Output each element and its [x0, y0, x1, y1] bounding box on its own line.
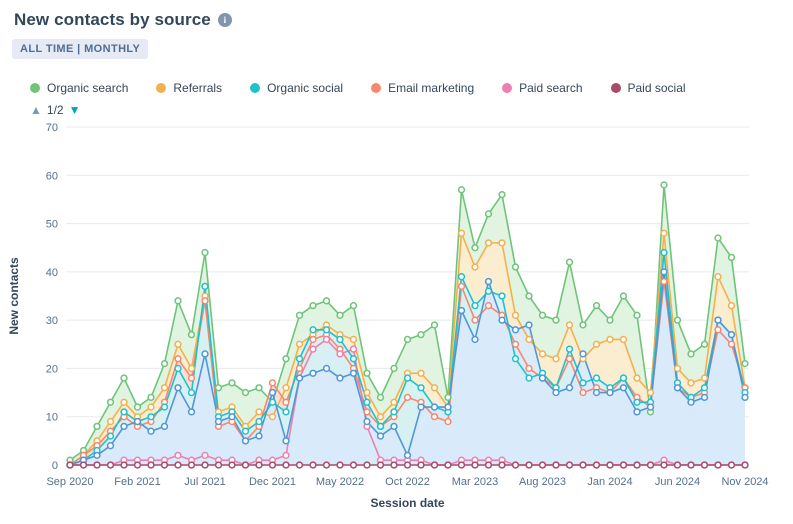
legend-dot [30, 83, 40, 93]
markers-paid-social [66, 461, 749, 469]
markers-organic-search [66, 181, 749, 464]
legend-item-organic-social[interactable]: Organic social [250, 81, 343, 95]
legend-item-paid-search[interactable]: Paid search [502, 81, 583, 95]
svg-text:Jan 2024: Jan 2024 [587, 476, 632, 488]
svg-text:30: 30 [46, 315, 58, 327]
legend-page-up-icon[interactable]: ▲ [30, 103, 42, 117]
legend-label: Email marketing [388, 81, 475, 95]
svg-text:20: 20 [46, 363, 58, 375]
x-axis: Sep 2020 Feb 2021 Jul 2021 Dec 2021 May 2022… [46, 476, 768, 488]
svg-text:Jul 2021: Jul 2021 [184, 476, 226, 488]
legend-item-organic-search[interactable]: Organic search [30, 81, 128, 95]
svg-text:10: 10 [46, 412, 58, 424]
legend-label: Paid search [519, 81, 583, 95]
legend-label: Referrals [173, 81, 223, 95]
report-header: New contacts by source i [14, 10, 232, 30]
page-title: New contacts by source [14, 10, 211, 29]
svg-text:Sep 2020: Sep 2020 [46, 476, 93, 488]
legend-dot [502, 83, 513, 93]
legend-label: Organic search [47, 81, 129, 95]
legend-dot [250, 83, 261, 93]
svg-text:Dec 2021: Dec 2021 [249, 476, 296, 488]
legend-label: Paid social [627, 81, 686, 95]
svg-text:Feb 2021: Feb 2021 [114, 476, 160, 488]
legend-page-indicator: 1/2 [46, 103, 64, 117]
legend-dot [156, 83, 167, 93]
svg-text:60: 60 [46, 170, 58, 182]
legend-page-down-icon[interactable]: ▼ [68, 103, 81, 117]
svg-text:May 2022: May 2022 [316, 476, 364, 488]
svg-text:Jun 2024: Jun 2024 [655, 476, 700, 488]
chart-area: 0 10 20 30 40 50 60 70 Sep 2020 Feb 2021 Jul 2021 D… [0, 115, 793, 524]
svg-text:70: 70 [46, 122, 58, 134]
svg-text:Nov 2024: Nov 2024 [721, 476, 768, 488]
area-unlabeled-series-legend-page-2 [70, 271, 745, 465]
y-axis-title: New contacts [7, 257, 21, 335]
svg-text:Mar 2023: Mar 2023 [452, 476, 498, 488]
svg-text:Aug 2023: Aug 2023 [519, 476, 566, 488]
markers-referrals [66, 229, 749, 469]
x-axis-title: Session date [370, 496, 444, 510]
legend-dot [610, 83, 621, 93]
legend-item-paid-social[interactable]: Paid social [610, 81, 686, 95]
legend-dot [371, 83, 382, 93]
legend-item-referrals[interactable]: Referrals [156, 81, 222, 95]
info-icon[interactable]: i [217, 13, 232, 27]
legend-pager: ▲ 1/2 ▼ [30, 103, 80, 117]
svg-text:50: 50 [46, 219, 58, 231]
svg-text:40: 40 [46, 267, 58, 279]
chart-legend: Organic search Referrals Organic social Ema… [30, 81, 686, 95]
time-range-badge: ALL TIME | MONTHLY [12, 39, 149, 59]
legend-label: Organic social [267, 81, 344, 95]
legend-item-email-marketing[interactable]: Email marketing [371, 81, 474, 95]
svg-text:Oct 2022: Oct 2022 [385, 476, 430, 488]
contacts-area-chart: 0 10 20 30 40 50 60 70 Sep 2020 Feb 2021 Jul 2021 D… [7, 122, 769, 510]
svg-text:0: 0 [52, 460, 58, 472]
